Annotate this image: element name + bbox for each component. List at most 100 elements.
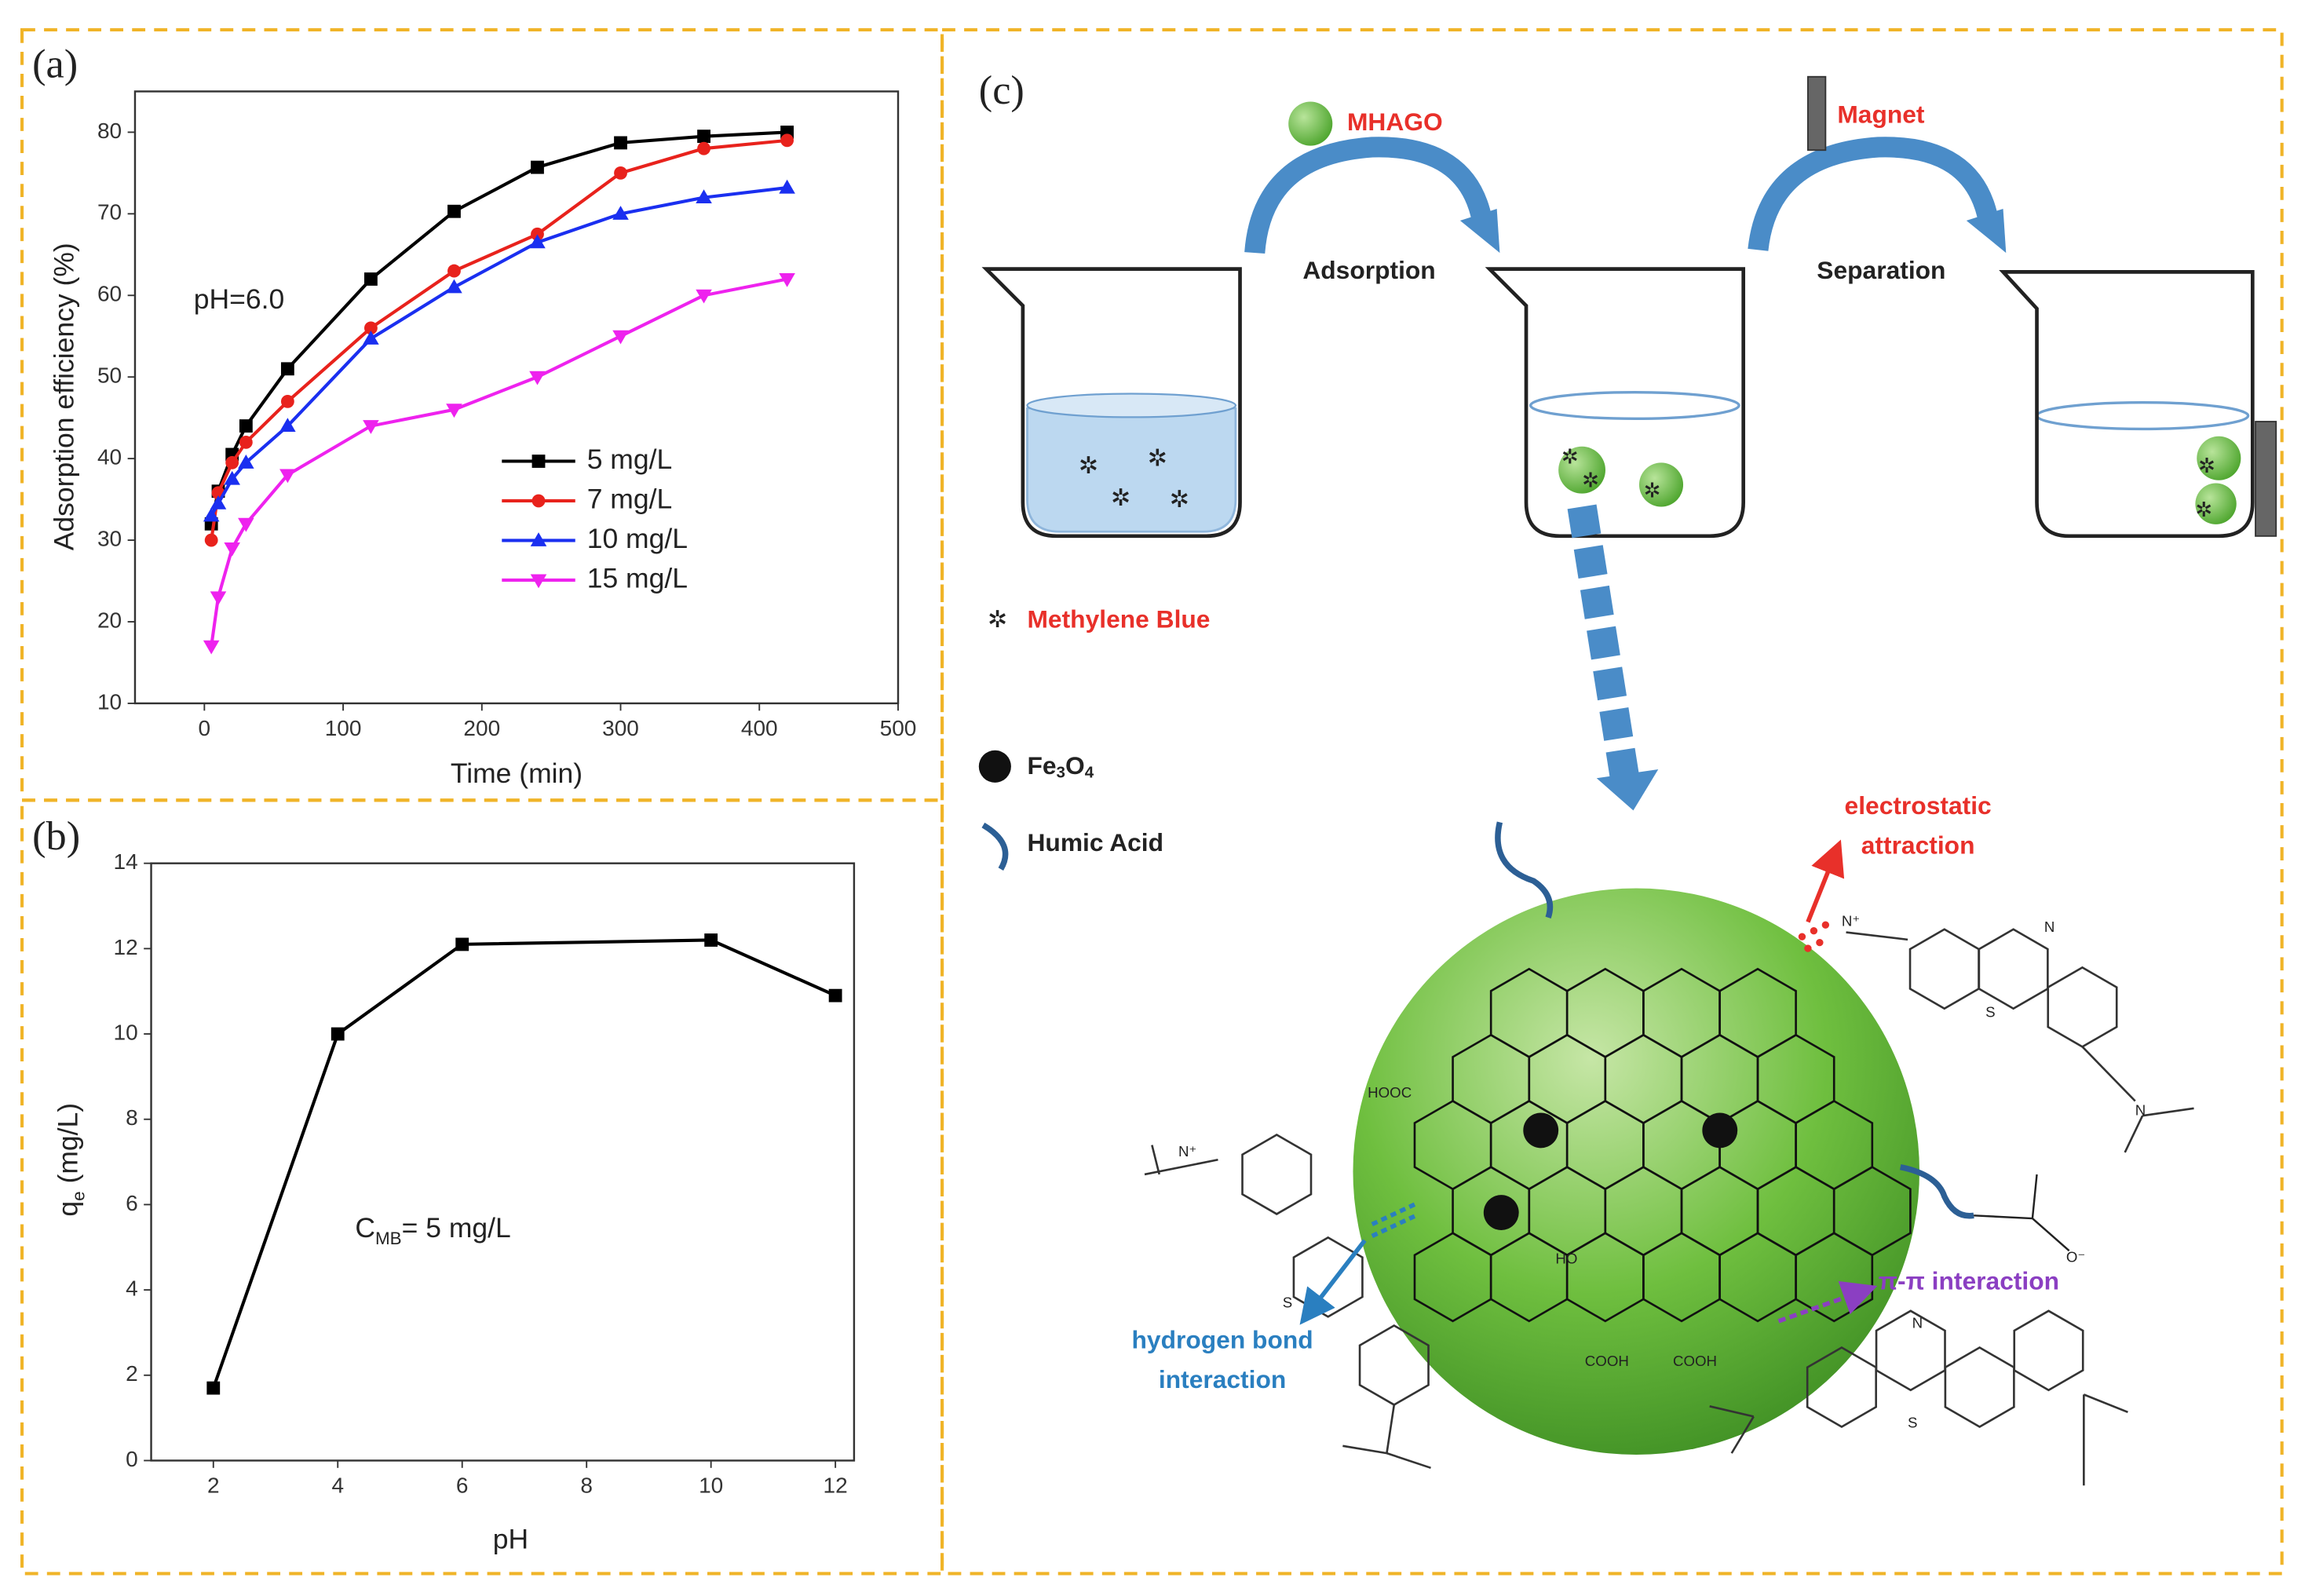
magnet-label: Magnet [1837,100,1925,129]
ring [1875,1309,1946,1392]
fe3o4-part: O [1065,752,1085,780]
ring [1908,928,1980,1010]
series-line [210,277,788,647]
ring [2013,1309,2084,1392]
annotation: pH=6.0 [194,283,284,315]
marker [531,455,546,468]
marker [529,234,546,249]
plot-frame [133,90,900,705]
chem-label: N [1912,1315,1923,1331]
chem-label: S [1985,1003,1995,1020]
annotation-part: MB [375,1229,402,1248]
marker [828,988,842,1003]
panel-label: (a) [32,42,78,87]
y-tick-label: 50 [97,363,122,388]
marker [697,130,710,144]
fe3o4-particle [1523,1112,1559,1149]
marker [203,640,220,655]
svg-text:✲: ✲ [1644,479,1661,502]
x-tick-label: 12 [824,1474,848,1498]
humic-label: Humic Acid [1027,828,1163,856]
panel-label: (b) [32,813,80,859]
marker [531,160,544,174]
y-tick-label: 4 [126,1276,138,1301]
beaker: ✲✲ [1999,270,2277,539]
x-tick-label: 500 [880,716,917,740]
x-tick-label: 200 [463,716,500,740]
x-tick-label: 6 [456,1474,469,1498]
y-axis-label: qe (mg/L) [53,1103,89,1217]
interaction-label: π-π interaction [1879,1267,2059,1295]
y-tick-label: 8 [126,1105,138,1130]
marker [529,371,546,385]
diagram: (c) ✲ ✲✲ ✲ ✲✲ ✲ ✲✲ [978,68,2277,1486]
y-tick-label: 14 [114,849,138,874]
interaction-arrow [1777,1280,1878,1324]
ring [1241,1133,1313,1215]
chem-label: COOH [1673,1353,1717,1369]
marker [446,279,462,294]
zoom-arrow [1567,504,1641,788]
marker [238,517,254,532]
annotation: CMB= 5 mg/L [355,1212,510,1248]
interaction-label: interaction [1159,1365,1286,1393]
legend-label: 7 mg/L [587,483,673,514]
marker [614,166,627,180]
x-axis-label: Time (min) [451,758,583,789]
magnet [2255,421,2277,537]
ring [1944,1346,2015,1428]
svg-text:✲: ✲ [1561,445,1579,469]
series-line [210,186,787,517]
interaction-dots [1798,921,1830,952]
chem-label: O⁻ [2066,1248,2085,1265]
y-tick-label: 70 [97,200,122,225]
fe3o4-icon [978,750,1011,783]
interaction-label: electrostatic [1845,791,1992,820]
ring [2047,966,2118,1048]
marker [614,136,627,150]
interaction-arrow [1299,1239,1367,1325]
mb-label: Methylene Blue [1027,605,1210,634]
marker [210,495,227,509]
svg-text:✲: ✲ [1170,487,1189,513]
bond [1144,931,2194,1486]
chem-label: HOOC [1368,1084,1412,1101]
annotation-part: = 5 mg/L [402,1212,511,1244]
marker [224,542,240,557]
svg-text:✲: ✲ [1148,446,1167,472]
x-tick-label: 100 [325,716,362,740]
interaction-dots [1371,1201,1418,1239]
marker [203,507,220,522]
chem-label: N [2135,1102,2146,1119]
y-tick-label: 30 [97,526,122,550]
marker [530,574,547,589]
marker [779,179,795,194]
marker [447,204,461,218]
marker [455,937,469,951]
y-axis-label-part: q [53,1201,84,1217]
beaker: ✲ ✲✲ ✲ [981,267,1242,539]
y-axis-label-part: (mg/L) [53,1103,84,1191]
step-label: Separation [1817,256,1945,284]
y-tick-label: 80 [97,119,122,143]
marker [531,227,544,241]
marker [225,455,239,469]
marker [364,272,378,286]
chart: (b) 2 4 6 8 10 12 0 2 4 6 8 10 12 14 pH qe (mg/L) CMB= 5 … [32,813,856,1555]
marker [363,331,379,345]
x-tick-label: 0 [199,716,211,740]
marker [279,418,296,433]
marker [696,189,712,204]
fe3o4-particle [1483,1195,1519,1230]
marker [331,1027,345,1041]
process-arrow-head [1459,208,1500,254]
legend-label: 10 mg/L [587,523,688,554]
y-axis-label: Adsorption efficiency (%) [48,243,79,550]
marker [280,362,294,376]
interaction-arrow [1806,839,1845,923]
marker [210,591,227,606]
y-tick-label: 10 [97,689,122,714]
chem-label: COOH [1585,1353,1629,1369]
marker [531,494,546,508]
y-axis-label-part: e [69,1191,89,1200]
